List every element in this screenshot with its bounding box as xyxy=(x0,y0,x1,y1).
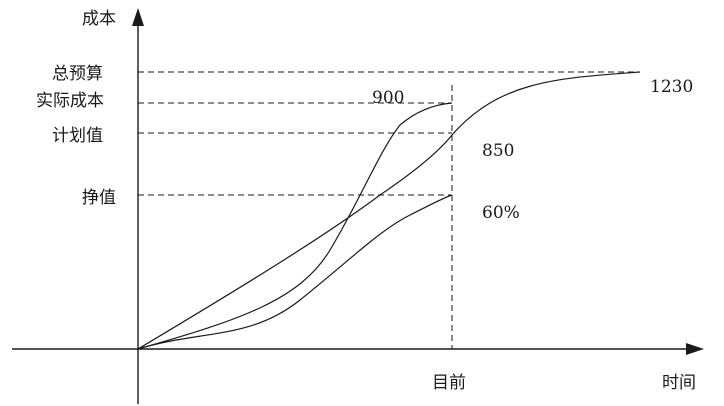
planned-value-curve xyxy=(137,71,641,350)
actual-cost-label: 实际成本 xyxy=(36,91,104,111)
total-budget-label: 总预算 xyxy=(52,64,103,84)
value-label-60: 60% xyxy=(482,203,520,223)
now-label: 目前 xyxy=(432,373,466,393)
y-axis-label: 成本 xyxy=(82,9,116,29)
value-label-900: 900 xyxy=(372,88,404,108)
value-label-1230: 1230 xyxy=(650,77,693,97)
value-label-850: 850 xyxy=(482,141,514,161)
actual-cost-curve xyxy=(137,102,453,350)
earned-value-label: 挣值 xyxy=(82,188,116,208)
y-axis-arrow xyxy=(132,8,144,26)
x-axis-arrow xyxy=(686,343,704,355)
x-axis-label: 时间 xyxy=(662,373,696,393)
planned-value-label: 计划值 xyxy=(52,126,103,146)
earned-value-curve xyxy=(137,194,453,350)
